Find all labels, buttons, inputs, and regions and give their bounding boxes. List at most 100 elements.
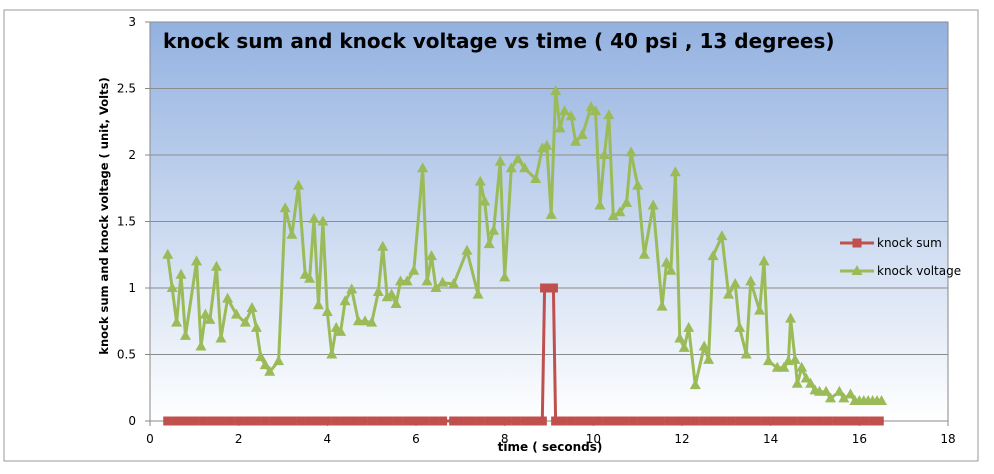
data-point [876,395,887,406]
data-point [286,228,298,239]
data-point [805,377,817,388]
data-point [251,416,261,426]
data-point [483,238,495,249]
data-point [359,315,371,326]
data-point [859,416,869,426]
data-point [384,416,394,426]
legend-marker [851,265,863,275]
legend-marker [852,238,862,248]
data-point [550,85,562,96]
data-point [448,278,460,289]
data-point [222,292,234,303]
data-point [621,196,633,207]
data-point [575,416,585,426]
data-point [484,416,494,426]
data-point [377,240,389,251]
y-tick-label: 3 [128,15,136,29]
data-point [723,288,735,299]
data-point [806,416,816,426]
data-point [850,416,860,426]
x-tick-label: 4 [324,432,332,446]
data-point [474,175,486,186]
data-point [673,416,683,426]
data-point [703,353,715,364]
legend-label: knock voltage [877,264,961,278]
data-point [331,416,341,426]
data-point [833,385,845,396]
data-point [466,416,476,426]
data-point [372,285,384,296]
data-point [287,416,297,426]
data-point [528,416,538,426]
data-point [655,416,665,426]
data-point [420,416,430,426]
data-point [665,264,677,275]
data-point [708,416,718,426]
data-point [211,260,222,271]
data-point [180,416,190,426]
data-point [646,416,656,426]
data-point [417,162,429,173]
data-point [390,297,402,308]
data-point [576,129,588,140]
data-point [269,416,279,426]
data-point [761,416,771,426]
x-axis-ticks: 0 2 4 6 8 10 12 14 16 18 [146,421,956,446]
data-point [511,416,521,426]
legend-label: knock sum [877,236,942,250]
data-point [557,416,567,426]
data-point [584,416,594,426]
data-point [745,275,757,286]
data-point [570,135,582,146]
data-point [488,224,500,235]
data-point [820,385,832,396]
data-point [189,416,199,426]
data-point [322,416,332,426]
data-point [273,355,285,366]
data-point [770,416,780,426]
data-point [198,416,208,426]
data-point [729,278,741,289]
y-tick-label: 1 [128,281,136,295]
data-point [779,416,789,426]
x-tick-label: 16 [852,432,867,446]
data-point [317,215,329,226]
data-point [664,416,674,426]
data-point [166,282,178,292]
data-point [726,416,736,426]
data-point [358,416,368,426]
data-point [215,332,227,343]
data-point [823,416,833,426]
data-point [735,416,745,426]
data-point [632,179,644,190]
data-point [366,316,378,327]
data-point [246,301,258,312]
data-point [674,332,686,343]
data-point [789,353,801,364]
data-point [868,416,878,426]
data-point [479,195,491,206]
data-point [512,152,524,163]
data-point [744,416,753,426]
data-point [313,416,323,426]
data-point [537,416,547,426]
data-point [259,359,271,370]
y-tick-label: 0.5 [117,348,136,362]
series-knock-sum [163,283,884,426]
data-point [690,416,700,426]
data-point [758,255,770,266]
x-tick-label: 18 [940,432,955,446]
data-point [475,416,485,426]
data-point [411,416,421,426]
data-point [505,162,517,173]
data-point [421,275,433,286]
data-point [199,308,211,319]
data-point [304,272,316,283]
data-point [321,305,333,316]
data-point [162,248,174,259]
data-point [678,341,690,352]
data-point [493,416,503,426]
data-point [381,291,393,302]
data-point [312,299,324,310]
